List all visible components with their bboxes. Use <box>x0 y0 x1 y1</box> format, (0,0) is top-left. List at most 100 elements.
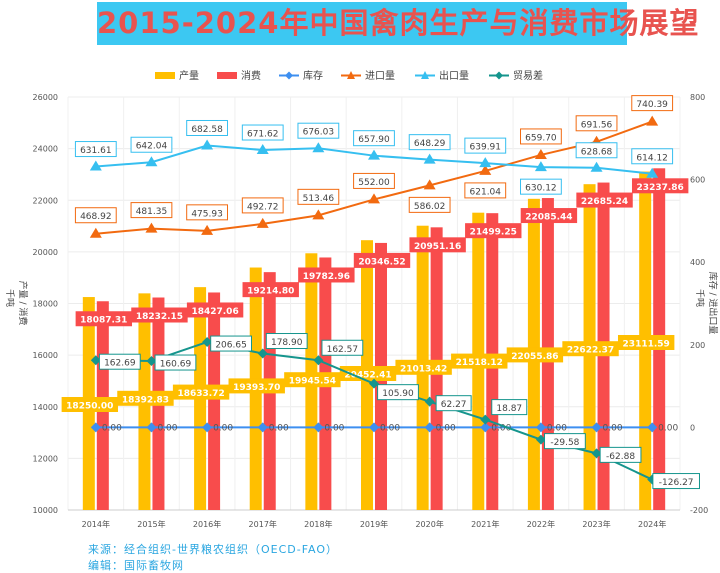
import-data-label: 552.00 <box>358 178 390 188</box>
marker-diamond <box>480 422 491 433</box>
marker-diamond <box>647 422 658 433</box>
production-data-label: 18250.00 <box>66 402 113 412</box>
consumption-data-label: 18427.06 <box>191 307 238 317</box>
right-axis-unit: 千吨 <box>694 289 706 307</box>
import-data-label-box <box>353 172 395 189</box>
production-data-label: 18392.83 <box>122 395 169 405</box>
stock-data-label: 0.00 <box>102 423 122 433</box>
footer-editor: 编辑：国际畜牧网 <box>88 559 184 572</box>
production-data-label: 21013.42 <box>400 364 447 374</box>
production-data-label: 22055.86 <box>511 352 558 362</box>
trade-balance-data-label-box <box>98 353 141 370</box>
trade-balance-data-label-box <box>652 473 700 490</box>
chart-title: 2015-2024年中国禽肉生产与消费市场展望 <box>97 2 698 45</box>
export-data-label: 682.58 <box>191 125 223 135</box>
marker-triangle <box>534 148 547 159</box>
stock-data-label: 0.00 <box>324 423 344 433</box>
consumption-data-label: 22085.44 <box>525 213 572 223</box>
legend-item-贸易差: 贸易差 <box>489 69 543 82</box>
diamond-icon <box>495 71 503 80</box>
trade-balance-data-label: -62.88 <box>606 452 635 462</box>
import-data-label: 659.70 <box>525 133 557 143</box>
footer-source: 来源：经合组织-世界粮农组织（OECD-FAO） <box>88 543 339 556</box>
legend-label: 消费 <box>241 69 261 82</box>
import-data-label-box <box>186 204 228 221</box>
consumption-data-label-box <box>75 311 133 327</box>
production-data-label: 21518.12 <box>456 358 503 368</box>
trade-balance-data-label: 105.90 <box>382 389 414 399</box>
marker-diamond <box>369 378 379 389</box>
consumption-data-label: 18087.31 <box>80 316 127 326</box>
stock-data-label: 0.00 <box>658 423 678 433</box>
trade-balance-data-label-box <box>210 335 252 352</box>
export-data-label-box <box>241 124 284 141</box>
marker-triangle <box>479 157 492 168</box>
left-axis-title: 产量 / 消费 <box>17 281 29 326</box>
marker-diamond <box>535 422 546 433</box>
consumption-data-label-box <box>353 252 411 268</box>
export-data-label: 657.90 <box>358 135 390 145</box>
left-tick-label: 18000 <box>33 300 58 309</box>
right-tick-label: 600 <box>690 176 705 185</box>
right-tick-label: 400 <box>690 258 705 267</box>
import-data-label: 691.56 <box>581 120 613 130</box>
marker-diamond <box>202 422 213 433</box>
import-data-label: 621.04 <box>470 187 502 197</box>
export-data-label: 642.04 <box>136 142 168 152</box>
marker-triangle <box>89 227 102 238</box>
consumption-data-label: 22685.24 <box>581 197 628 207</box>
marker-triangle <box>201 139 214 150</box>
production-data-label-box <box>228 378 285 394</box>
export-data-label: 630.12 <box>525 184 557 194</box>
left-tick-label: 14000 <box>33 403 58 412</box>
export-data-label-box <box>575 142 618 159</box>
marker-diamond <box>480 414 491 425</box>
import-data-label-box <box>520 128 562 145</box>
stock-data-label: 0.00 <box>547 423 567 433</box>
import-data-label-box <box>575 115 618 132</box>
consumption-data-label-box <box>131 307 188 323</box>
import-data-label-box <box>74 207 117 224</box>
left-tick-label: 20000 <box>33 248 58 257</box>
left-tick-label: 16000 <box>33 351 58 360</box>
x-tick-label: 2015年 <box>137 519 165 529</box>
production-data-label: 20452.41 <box>344 371 391 381</box>
export-data-label: 631.61 <box>80 146 112 156</box>
marker-triangle <box>312 209 325 220</box>
import-data-label: 513.46 <box>303 194 335 204</box>
stock-data-label: 0.00 <box>157 423 177 433</box>
trade-balance-data-label-box <box>265 333 308 350</box>
x-tick-label: 2014年 <box>82 519 110 529</box>
marker-triangle <box>145 222 158 233</box>
import-data-label: 481.35 <box>136 207 168 217</box>
left-axis-unit: 千吨 <box>4 289 16 307</box>
left-tick-label: 24000 <box>33 145 58 154</box>
marker-diamond <box>90 355 101 366</box>
production-data-label-box <box>562 341 619 357</box>
marker-triangle <box>368 193 380 204</box>
import-data-label: 475.93 <box>191 209 223 219</box>
import-data-label: 492.72 <box>247 202 279 212</box>
export-data-label-box <box>464 137 507 154</box>
trade-balance-data-label: 162.57 <box>327 345 359 355</box>
stock-data-label: 0.00 <box>491 423 511 433</box>
consumption-data-label-box <box>242 282 299 298</box>
marker-triangle <box>312 142 325 153</box>
export-data-label: 614.12 <box>636 153 668 163</box>
export-data-label: 648.29 <box>414 139 446 149</box>
x-tick-label: 2020年 <box>415 519 443 529</box>
marker-diamond <box>257 422 268 433</box>
import-data-label-box <box>631 95 674 112</box>
marker-diamond <box>591 422 602 433</box>
right-tick-label: -200 <box>690 506 708 515</box>
production-data-label-box <box>617 335 675 350</box>
marker-triangle <box>534 161 547 172</box>
stock-data-label: 0.00 <box>213 423 233 433</box>
consumption-data-label-box <box>465 223 522 239</box>
production-data-label-box <box>451 353 508 369</box>
consumption-data-label: 20951.16 <box>414 242 461 252</box>
x-tick-label: 2021年 <box>471 519 499 529</box>
import-data-label-box <box>408 196 451 213</box>
trade-balance-data-label: 18.87 <box>496 404 522 414</box>
